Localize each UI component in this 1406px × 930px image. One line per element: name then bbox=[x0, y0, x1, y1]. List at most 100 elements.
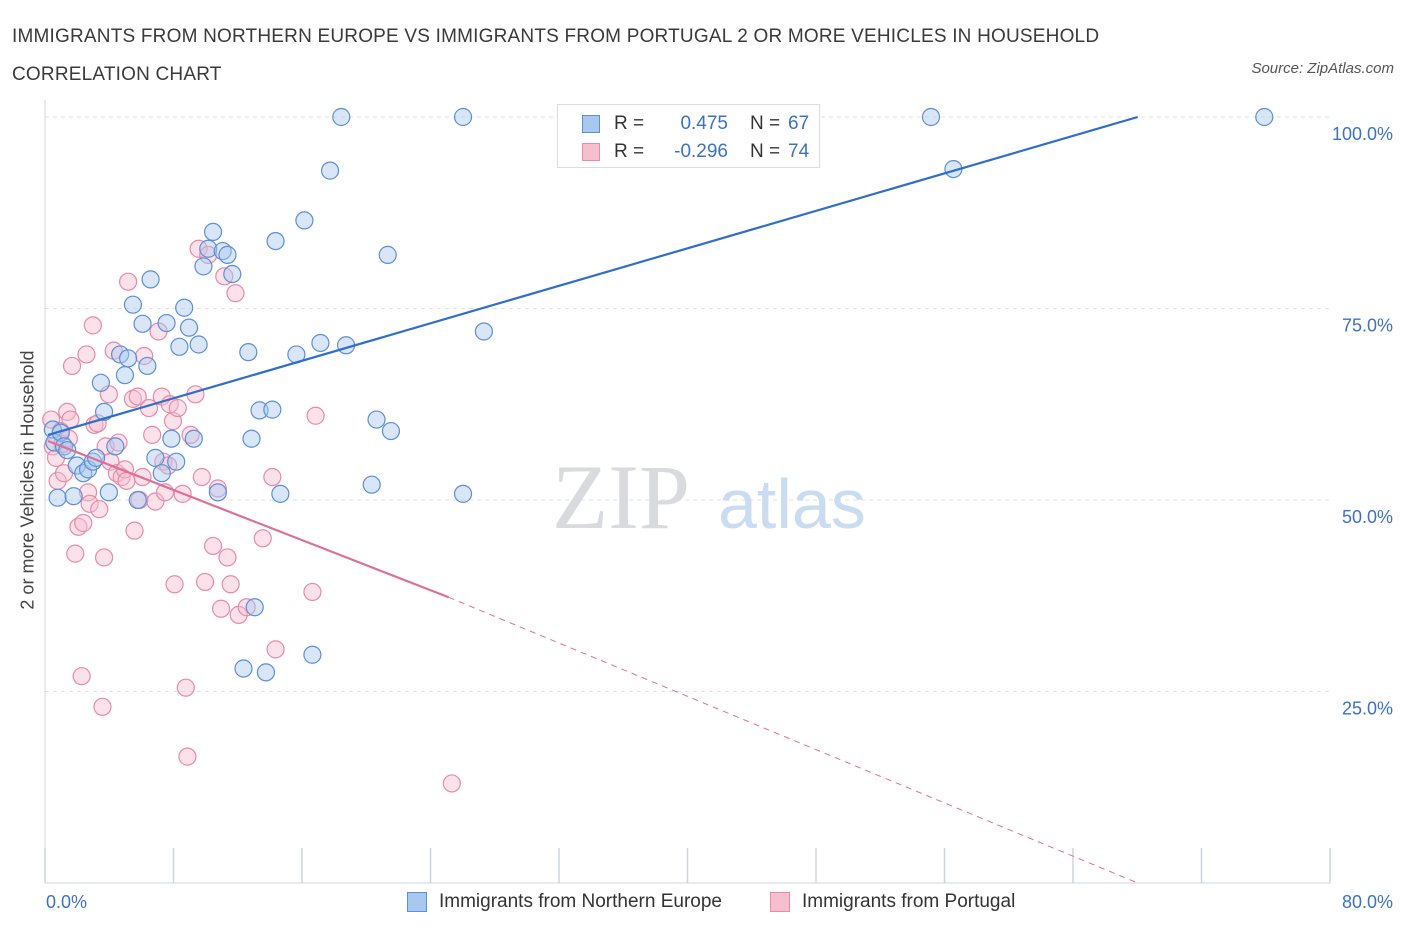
blue-point-32 bbox=[184, 429, 203, 448]
pink-point-72 bbox=[266, 640, 285, 659]
blue-point-42 bbox=[239, 343, 258, 362]
blue-point-53 bbox=[311, 333, 330, 353]
blue-point-57 bbox=[362, 475, 381, 494]
blue-point-51 bbox=[295, 211, 314, 230]
pink-point-15 bbox=[77, 345, 96, 364]
x-tick-label-1: 80.0% bbox=[1342, 892, 1393, 912]
blue-point-44 bbox=[245, 598, 264, 617]
blue-point-25 bbox=[152, 464, 171, 483]
blue-point-31 bbox=[179, 318, 199, 337]
blue-point-58 bbox=[367, 410, 386, 429]
pink-point-13 bbox=[72, 667, 91, 686]
pink-point-17 bbox=[80, 494, 99, 513]
blue-point-36 bbox=[203, 222, 223, 241]
blue-point-35 bbox=[199, 239, 218, 258]
pink-point-50 bbox=[165, 575, 184, 594]
tick-labels: 25.0% 50.0% 75.0% 100.0% 0.0% 80.0% bbox=[46, 124, 1393, 912]
blue-point-37 bbox=[208, 483, 227, 502]
watermark-atlas: atlas bbox=[718, 465, 866, 543]
blue-point-15 bbox=[106, 437, 125, 456]
pink-trend-extension bbox=[448, 596, 1138, 884]
blue-point-30 bbox=[175, 298, 194, 317]
blue-point-19 bbox=[123, 295, 143, 314]
blue-point-39 bbox=[218, 245, 237, 264]
blue-trend-line bbox=[47, 115, 1139, 436]
blue-point-48 bbox=[266, 231, 285, 251]
pink-point-65 bbox=[218, 548, 237, 567]
pink-point-16 bbox=[78, 483, 98, 502]
watermark: ZIP atlas bbox=[552, 446, 866, 548]
axes bbox=[44, 100, 1331, 884]
blue-point-18 bbox=[119, 349, 138, 368]
blue-point-12 bbox=[91, 373, 110, 392]
stats-row-northern-europe: R = 0.475 N = 67 bbox=[582, 111, 809, 137]
blue-point-28 bbox=[167, 452, 186, 471]
pink-series bbox=[42, 239, 461, 793]
pink-point-73 bbox=[303, 582, 322, 602]
blue-point-52 bbox=[303, 645, 322, 664]
pink-point-21 bbox=[90, 500, 109, 519]
blue-point-27 bbox=[162, 429, 181, 448]
blue-point-61 bbox=[453, 107, 473, 127]
pink-point-41 bbox=[143, 425, 162, 444]
pink-point-59 bbox=[195, 572, 215, 592]
blue-point-60 bbox=[381, 421, 401, 441]
pink-point-54 bbox=[178, 747, 197, 766]
pink-point-62 bbox=[208, 479, 227, 498]
blue-point-29 bbox=[170, 337, 189, 356]
y-axis-label: 2 or more Vehicles in Household bbox=[17, 350, 38, 610]
pink-point-10 bbox=[62, 356, 82, 376]
n-label: N = bbox=[750, 141, 781, 162]
blue-point-59 bbox=[378, 245, 397, 264]
blue-point-47 bbox=[263, 400, 282, 419]
pink-point-70 bbox=[253, 529, 272, 548]
grid-lines bbox=[45, 116, 1330, 692]
series-legend: Immigrants from Northern Europe Immigran… bbox=[0, 888, 1406, 916]
blue-point-46 bbox=[256, 663, 276, 682]
y-tick-label-3: 100.0% bbox=[1332, 124, 1393, 144]
blue-point-21 bbox=[133, 314, 152, 333]
y-tick-label-2: 75.0% bbox=[1342, 316, 1393, 336]
x-tick-label-0: 0.0% bbox=[46, 892, 87, 912]
blue-point-33 bbox=[189, 335, 208, 354]
pink-point-11 bbox=[66, 544, 85, 563]
watermark-zip: ZIP bbox=[552, 446, 690, 548]
pink-point-60 bbox=[199, 245, 218, 264]
stats-legend: R = 0.475 N = 67 R = -0.296 N = 74 bbox=[557, 104, 820, 168]
pink-point-33 bbox=[119, 272, 138, 291]
pink-point-61 bbox=[203, 536, 223, 556]
r-label: R = bbox=[614, 113, 645, 134]
pink-point-42 bbox=[146, 492, 165, 511]
pink-point-35 bbox=[125, 521, 144, 540]
pink-point-22 bbox=[93, 697, 112, 716]
pink-point-23 bbox=[94, 548, 114, 567]
r-value: 0.475 bbox=[680, 113, 728, 134]
pink-swatch bbox=[770, 892, 790, 912]
blue-point-55 bbox=[332, 107, 351, 127]
pink-point-58 bbox=[192, 467, 211, 487]
blue-point-2 bbox=[48, 488, 67, 507]
r-label: R = bbox=[614, 141, 645, 162]
blue-point-17 bbox=[115, 366, 135, 385]
blue-point-66 bbox=[1255, 107, 1274, 127]
blue-point-64 bbox=[921, 107, 941, 127]
pink-point-63 bbox=[211, 599, 231, 618]
n-value: 67 bbox=[788, 113, 810, 134]
pink-point-57 bbox=[189, 239, 208, 258]
blue-point-24 bbox=[146, 448, 165, 467]
legend-item-portugal: Immigrants from Portugal bbox=[770, 888, 1015, 916]
blue-swatch bbox=[407, 892, 427, 912]
pink-point-51 bbox=[168, 398, 187, 418]
blue-point-54 bbox=[320, 161, 340, 180]
legend-label: Immigrants from Portugal bbox=[802, 891, 1016, 912]
blue-point-34 bbox=[194, 257, 213, 276]
blue-series bbox=[43, 107, 1274, 682]
blue-point-14 bbox=[99, 483, 118, 502]
pink-point-67 bbox=[226, 284, 245, 303]
pink-point-53 bbox=[176, 678, 195, 697]
trend-lines bbox=[47, 115, 1139, 884]
blue-point-63 bbox=[474, 322, 493, 341]
pink-point-14 bbox=[74, 513, 93, 533]
pink-point-39 bbox=[135, 346, 154, 366]
